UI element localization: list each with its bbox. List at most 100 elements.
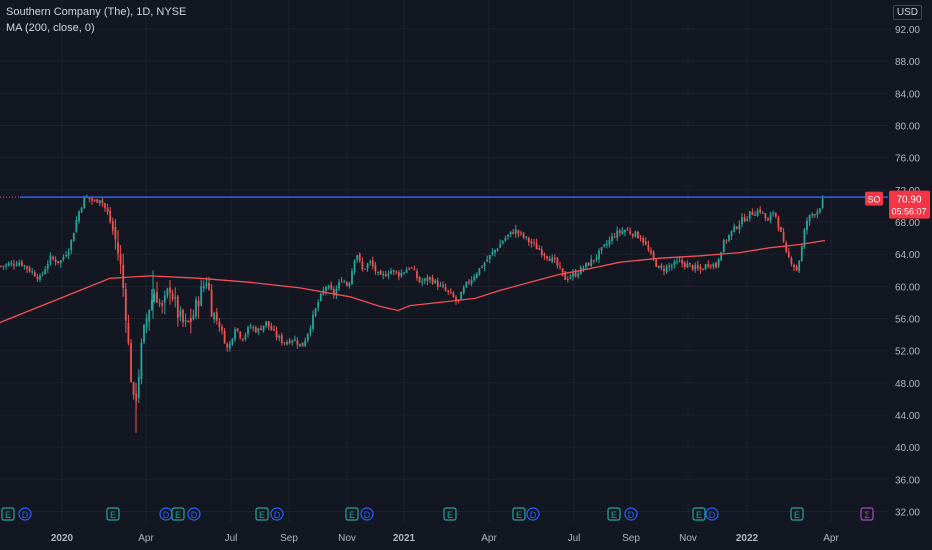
earnings-marker[interactable]: E — [607, 507, 621, 521]
candle-body — [785, 242, 788, 252]
earnings-marker[interactable]: E — [1, 507, 15, 521]
candle-body — [13, 263, 15, 266]
candle-body — [738, 224, 741, 230]
candle-body — [319, 293, 322, 301]
dividend-marker[interactable]: D — [624, 507, 638, 521]
candle-body — [249, 327, 252, 329]
split-marker[interactable]: Σ — [860, 507, 874, 521]
candle-body — [439, 284, 442, 287]
candle-body — [345, 282, 348, 286]
candle-body — [631, 234, 634, 237]
ma-indicator-label[interactable]: MA (200, close, 0) — [6, 22, 95, 34]
marker-label: E — [349, 510, 355, 520]
candle-body — [611, 236, 613, 241]
earnings-marker[interactable]: E — [106, 507, 120, 521]
candle-body — [418, 276, 421, 283]
candle-body — [559, 266, 561, 268]
candle-body — [621, 231, 624, 234]
marker-shape — [692, 507, 706, 521]
candle-body — [327, 286, 330, 289]
candle-body — [54, 259, 57, 263]
candle-body — [475, 273, 478, 278]
marker-shape — [607, 507, 621, 521]
dividend-marker[interactable]: D — [360, 507, 374, 521]
y-tick-label: 60.00 — [895, 282, 920, 293]
x-tick-label: 2022 — [736, 533, 759, 544]
candle-body — [156, 292, 158, 303]
candle-body — [28, 267, 31, 272]
dividend-marker[interactable]: D — [159, 507, 173, 521]
candle-body — [491, 252, 494, 255]
candle-body — [101, 200, 104, 204]
candle-body — [166, 288, 169, 296]
candle-body — [384, 274, 387, 277]
candle-body — [257, 328, 260, 332]
candle-body — [486, 259, 489, 262]
marker-shape — [512, 507, 526, 521]
earnings-marker[interactable]: E — [512, 507, 526, 521]
candle-body — [416, 271, 418, 279]
x-tick-label: Apr — [481, 533, 497, 544]
candle-body — [764, 213, 767, 219]
candle-body — [488, 255, 491, 260]
candle-body — [652, 252, 655, 259]
candle-body — [689, 263, 691, 265]
candle-body — [379, 270, 382, 275]
candle-body — [361, 261, 364, 269]
candle-body — [527, 237, 530, 243]
candle-body — [169, 287, 171, 293]
marker-label: Σ — [864, 510, 870, 520]
earnings-marker[interactable]: E — [443, 507, 457, 521]
candle-body — [72, 232, 75, 242]
candle-body — [348, 282, 351, 287]
marker-shape — [345, 507, 359, 521]
candle-body — [223, 330, 226, 344]
candle-body — [647, 245, 650, 250]
earnings-marker[interactable]: E — [692, 507, 706, 521]
earnings-marker[interactable]: E — [171, 507, 185, 521]
candle-body — [566, 279, 569, 281]
currency-badge[interactable]: USD — [892, 5, 922, 20]
dividend-marker[interactable]: D — [187, 507, 201, 521]
candle-body — [481, 267, 483, 269]
candle-body — [210, 289, 213, 317]
ma-path — [0, 239, 826, 324]
time-axis[interactable]: 2020 Apr Jul Sep Nov 2021 Apr Jul Sep Nov 2022 Apr — [51, 533, 840, 544]
candle-body — [10, 262, 13, 265]
candle-body — [130, 343, 132, 383]
candle-body — [192, 315, 195, 320]
candle-body — [371, 260, 374, 267]
candle-body — [163, 295, 166, 303]
candle-body — [109, 210, 112, 222]
marker-shape — [255, 507, 269, 521]
dividend-marker[interactable]: D — [705, 507, 719, 521]
candle-body — [613, 236, 616, 238]
marker-label: E — [696, 510, 702, 520]
candle-body — [5, 264, 8, 267]
marker-shape — [171, 507, 185, 521]
marker-shape — [187, 507, 201, 521]
price-axis[interactable]: 92.0088.0084.0080.0076.0072.0068.0064.00… — [888, 0, 932, 550]
candle-body — [496, 248, 499, 251]
earnings-marker[interactable]: E — [345, 507, 359, 521]
candle-body — [57, 261, 60, 263]
candle-body — [221, 326, 223, 331]
candle-body — [590, 259, 593, 267]
earnings-marker[interactable]: E — [255, 507, 269, 521]
candle-body — [821, 198, 824, 208]
candle-body — [665, 266, 668, 273]
candle-body — [709, 265, 712, 267]
dividend-marker[interactable]: D — [526, 507, 540, 521]
y-tick-label: 92.00 — [895, 25, 920, 36]
candle-body — [465, 281, 468, 287]
dividend-marker[interactable]: D — [18, 507, 32, 521]
earnings-marker[interactable]: E — [790, 507, 804, 521]
dividend-marker[interactable]: D — [270, 507, 284, 521]
candle-body — [759, 209, 762, 213]
y-tick-label: 32.00 — [895, 508, 920, 519]
marker-label: E — [110, 510, 116, 520]
candle-body — [197, 300, 200, 307]
candle-body — [410, 267, 413, 269]
